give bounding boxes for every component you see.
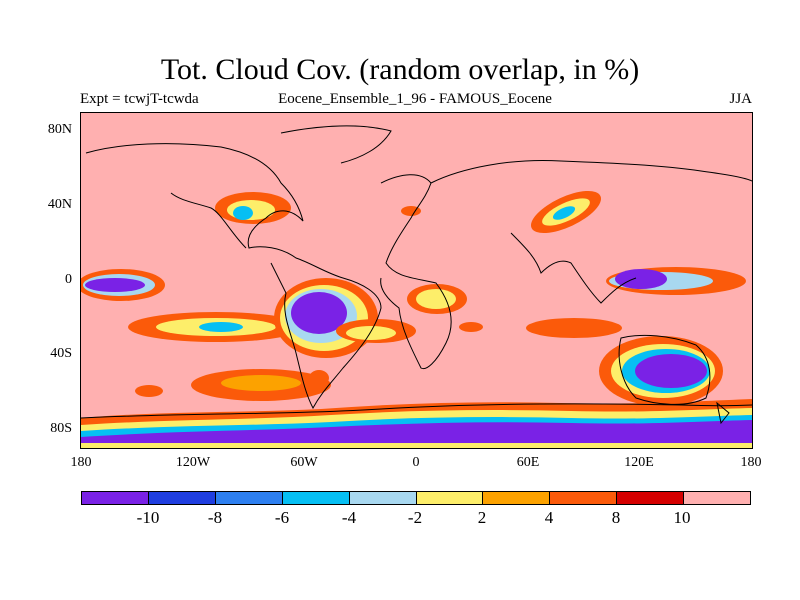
ensemble-label: Eocene_Ensemble_1_96 - FAMOUS_Eocene [278, 91, 552, 107]
map-panel [80, 112, 753, 449]
colorbar-swatch [282, 492, 350, 504]
y-tick-label: 80N [47, 122, 72, 137]
colorbar-swatch [684, 492, 751, 504]
x-tick-label: 60W [290, 455, 318, 470]
colorbar-swatch [617, 492, 685, 504]
experiment-label: Expt = tcwjT-tcwda [80, 91, 199, 107]
y-tick-label: 0 [65, 272, 72, 287]
colorbar-label: 10 [673, 508, 691, 527]
x-tick-label: 120E [624, 455, 654, 470]
colorbar-swatch [349, 492, 417, 504]
colorbar-label: 8 [611, 508, 621, 527]
cloud-cover-map [81, 125, 752, 448]
x-tick-label: 180 [740, 455, 762, 470]
colorbar-label: -4 [341, 508, 357, 527]
colorbar-label: -8 [207, 508, 223, 527]
colorbar [81, 491, 751, 505]
season-label: JJA [729, 91, 752, 107]
y-tick-label: 40N [47, 197, 72, 212]
colorbar-label: 4 [544, 508, 554, 527]
map-title: Tot. Cloud Cov. (random overlap, in %) [160, 53, 640, 86]
colorbar-label: -2 [407, 508, 423, 527]
colorbar-swatch [148, 492, 216, 504]
x-tick-label: 0 [412, 455, 420, 470]
anomaly-fields [81, 190, 752, 448]
colorbar-swatch [416, 492, 484, 504]
colorbar-swatch [82, 492, 149, 504]
colorbar-label: 2 [477, 508, 487, 527]
y-tick-label: 80S [50, 421, 72, 436]
x-tick-label: 180 [70, 455, 92, 470]
colorbar-label: -10 [136, 508, 160, 527]
colorbar-swatch [550, 492, 618, 504]
colorbar-swatch [483, 492, 551, 504]
y-tick-label: 40S [50, 346, 72, 361]
colorbar-swatch [215, 492, 283, 504]
x-tick-label: 120W [175, 455, 211, 470]
colorbar-label: -6 [274, 508, 290, 527]
coastlines [81, 125, 752, 425]
x-tick-label: 60E [516, 455, 540, 470]
